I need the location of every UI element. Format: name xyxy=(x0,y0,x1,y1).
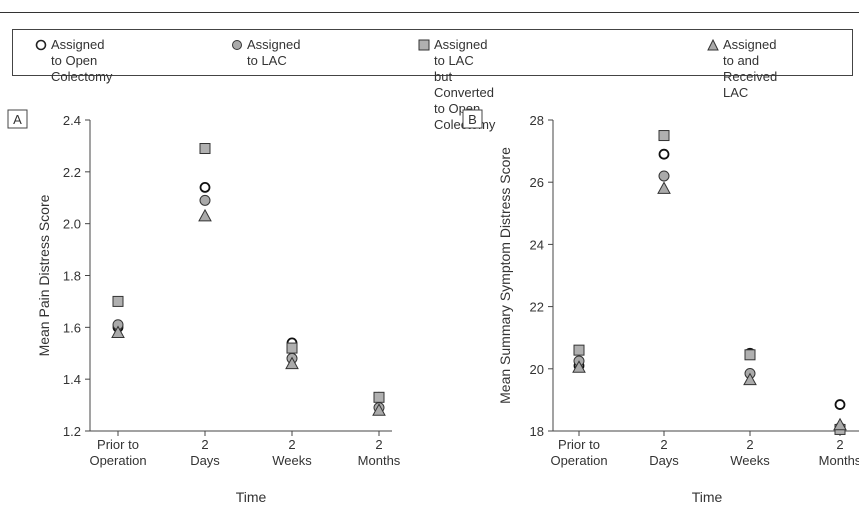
legend-label: Colectomy xyxy=(51,69,113,84)
x-tick-label: Months xyxy=(358,453,401,468)
x-tick-label: 2 xyxy=(375,437,382,452)
panel-label: A xyxy=(13,112,22,127)
x-tick-label: Months xyxy=(819,453,859,468)
y-tick-label: 1.6 xyxy=(63,320,81,335)
data-point-lac-converted xyxy=(112,295,124,307)
y-tick-label: 1.4 xyxy=(63,372,81,387)
panel-label-box xyxy=(462,109,483,129)
x-tick-label: Prior to xyxy=(97,437,139,452)
data-point-lac-converted xyxy=(373,391,385,403)
y-tick-label: 22 xyxy=(530,300,544,315)
x-tick-label: 2 xyxy=(836,437,843,452)
circle-gray-marker-icon xyxy=(232,40,242,50)
data-point-received-lac xyxy=(198,208,212,222)
data-point-open-colectomy xyxy=(199,181,211,193)
x-axis-title: Time xyxy=(692,489,723,505)
panel-label-box xyxy=(7,109,28,129)
triangle-gray-marker-icon xyxy=(707,39,719,51)
panel-label: B xyxy=(468,112,477,127)
y-tick-label: 2.0 xyxy=(63,217,81,232)
x-tick-label: Days xyxy=(190,453,220,468)
legend-label: Assigned to and xyxy=(723,37,777,68)
x-tick-label: Weeks xyxy=(272,453,312,468)
legend-label: Received LAC xyxy=(723,69,778,100)
data-point-received-lac xyxy=(111,325,125,339)
x-tick-label: 2 xyxy=(746,437,753,452)
data-point-lac-converted xyxy=(199,143,211,155)
y-tick-label: 1.8 xyxy=(63,269,81,284)
legend-label: Assigned to LAC xyxy=(247,37,301,68)
y-tick-label: 2.4 xyxy=(63,113,81,128)
top-rule xyxy=(0,12,859,13)
x-axis-title: Time xyxy=(236,489,267,505)
data-point-received-lac xyxy=(372,403,386,416)
y-tick-label: 2.2 xyxy=(63,165,81,180)
y-axis-title: Mean Summary Symptom Distress Score xyxy=(497,147,513,404)
x-tick-label: Operation xyxy=(89,453,146,468)
data-point-lac-converted xyxy=(286,342,298,354)
data-point-received-lac xyxy=(285,356,299,370)
data-point-received-lac xyxy=(833,417,847,431)
data-point-lac-converted xyxy=(573,344,585,356)
data-point-lac-converted xyxy=(658,130,670,142)
y-tick-label: 1.2 xyxy=(63,424,81,439)
legend-label: Assigned to LAC but Converted xyxy=(434,37,494,100)
x-tick-label: Prior to xyxy=(558,437,600,452)
circle-open-marker-icon xyxy=(35,39,47,51)
y-tick-label: 26 xyxy=(530,175,544,190)
x-tick-label: Days xyxy=(649,453,679,468)
y-tick-label: 24 xyxy=(530,237,544,252)
data-point-open-colectomy xyxy=(834,399,846,410)
x-tick-label: Operation xyxy=(550,453,607,468)
y-axis-title: Mean Pain Distress Score xyxy=(36,194,52,356)
data-point-open-colectomy xyxy=(658,148,670,160)
y-tick-label: 18 xyxy=(530,424,544,439)
x-tick-label: 2 xyxy=(288,437,295,452)
x-tick-label: Weeks xyxy=(730,453,770,468)
x-tick-label: 2 xyxy=(201,437,208,452)
legend-label: Assigned to Open xyxy=(51,37,105,68)
y-tick-label: 20 xyxy=(530,362,544,377)
x-tick-label: 2 xyxy=(660,437,667,452)
data-point-lac xyxy=(199,194,211,206)
y-tick-label: 28 xyxy=(530,113,544,128)
data-point-received-lac xyxy=(572,360,586,373)
data-point-lac-converted xyxy=(744,349,756,361)
data-point-lac xyxy=(658,170,670,182)
square-gray-marker-icon xyxy=(418,39,430,51)
data-point-received-lac xyxy=(657,181,671,194)
data-point-received-lac xyxy=(743,372,757,386)
